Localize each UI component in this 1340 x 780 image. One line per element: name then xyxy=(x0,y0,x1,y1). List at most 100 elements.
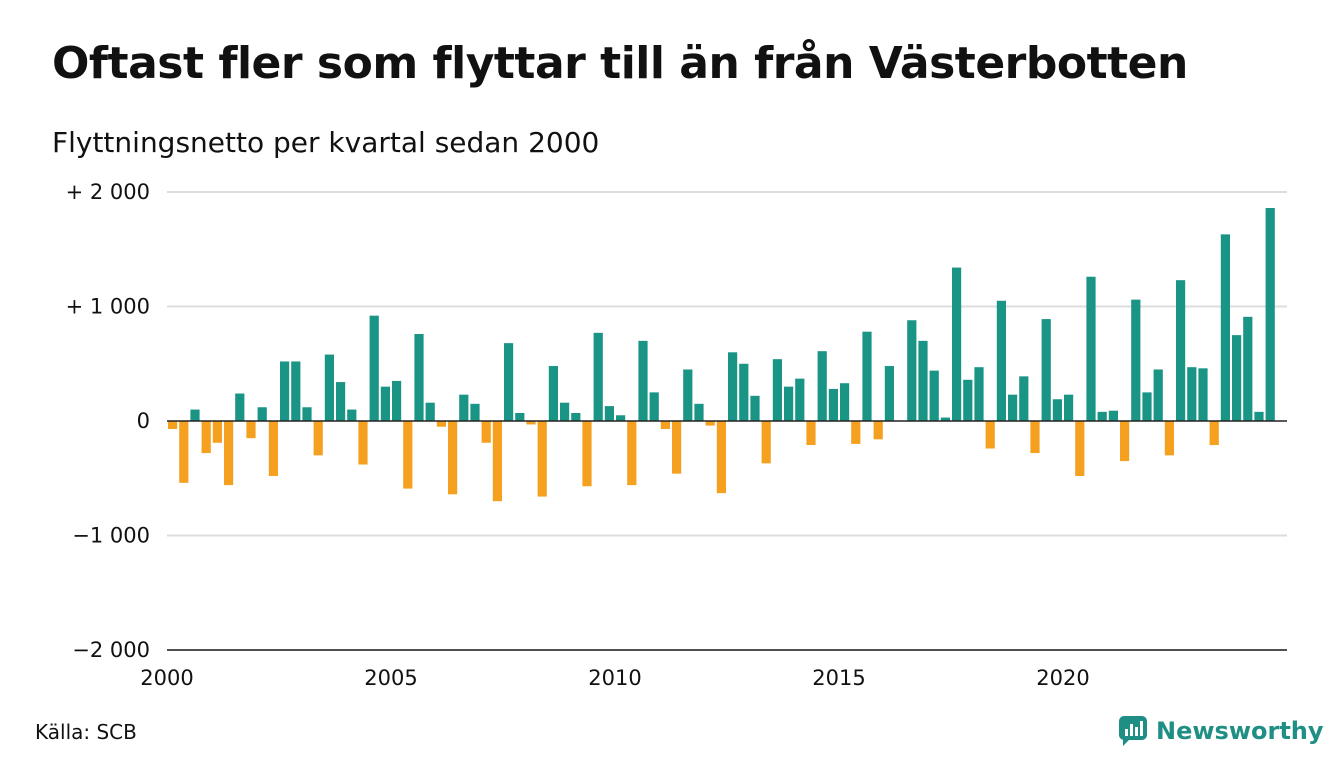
bar xyxy=(403,421,413,489)
chart-title: Oftast fler som flyttar till än från Väs… xyxy=(52,38,1188,89)
bar xyxy=(1131,299,1141,421)
bar xyxy=(560,402,570,421)
bar xyxy=(1164,421,1174,456)
bar xyxy=(470,403,480,421)
bar xyxy=(392,380,402,421)
bar xyxy=(224,421,234,486)
x-tick-label: 2015 xyxy=(812,666,865,690)
bar xyxy=(660,421,670,430)
bar xyxy=(593,332,603,421)
bar xyxy=(873,421,883,440)
bar xyxy=(358,421,368,465)
bar xyxy=(1265,208,1275,421)
bar xyxy=(1108,410,1118,421)
bar xyxy=(862,331,872,421)
bar xyxy=(246,421,256,439)
bar xyxy=(582,421,592,487)
bar xyxy=(369,315,379,421)
bar xyxy=(638,340,648,421)
bar xyxy=(481,421,491,443)
x-tick-label: 2005 xyxy=(364,666,417,690)
bar xyxy=(1198,368,1208,421)
bar-chart: + 2 000 + 1 000 0 −1 000 −2 000 2000 2005 2010 2… xyxy=(66,180,1287,690)
bar xyxy=(1120,421,1130,462)
bar xyxy=(672,421,682,474)
bar xyxy=(604,406,614,421)
bars xyxy=(168,208,1275,502)
bar xyxy=(750,395,760,421)
bar xyxy=(1232,335,1242,422)
bar xyxy=(201,421,211,454)
bar xyxy=(492,421,502,502)
bar xyxy=(526,421,536,425)
bar xyxy=(694,403,704,421)
source-note: Källa: SCB xyxy=(35,720,137,744)
bar xyxy=(425,402,435,421)
bar xyxy=(436,421,446,427)
bar xyxy=(1030,421,1040,454)
bar xyxy=(884,366,894,421)
bar xyxy=(1019,376,1029,421)
bar xyxy=(1097,411,1107,421)
brand-logo: Newsworthy xyxy=(1118,714,1324,748)
chart-subtitle: Flyttningsnetto per kvartal sedan 2000 xyxy=(52,126,600,159)
x-tick-label: 2010 xyxy=(588,666,641,690)
bar xyxy=(683,369,693,421)
bar xyxy=(840,383,850,421)
bar xyxy=(515,412,525,421)
bar xyxy=(1008,394,1018,421)
bar xyxy=(504,343,514,421)
bar xyxy=(268,421,278,476)
bar xyxy=(1176,280,1186,421)
bar xyxy=(728,352,738,421)
bar xyxy=(571,412,581,421)
bar xyxy=(235,393,245,421)
x-tick-label: 2000 xyxy=(140,666,193,690)
bar xyxy=(705,421,715,426)
bar xyxy=(347,409,357,421)
bar xyxy=(907,320,917,421)
bar xyxy=(257,407,267,421)
bar xyxy=(291,361,301,421)
bar xyxy=(739,363,749,421)
bar xyxy=(952,267,962,421)
bar xyxy=(1187,367,1197,421)
bar xyxy=(1052,399,1062,421)
y-tick-label: 0 xyxy=(137,409,150,433)
bar xyxy=(313,421,323,456)
bar xyxy=(772,359,782,421)
newsworthy-logo-icon xyxy=(1119,716,1147,746)
bar xyxy=(179,421,189,483)
bar xyxy=(459,394,469,421)
bar xyxy=(817,351,827,421)
y-tick-label: −2 000 xyxy=(72,638,150,662)
bar xyxy=(280,361,290,421)
y-tick-label: + 2 000 xyxy=(66,180,150,204)
bar xyxy=(1064,394,1074,421)
bar xyxy=(918,340,928,421)
bar xyxy=(806,421,816,446)
bar xyxy=(537,421,547,497)
y-tick-label: + 1 000 xyxy=(66,295,150,319)
bar xyxy=(1220,234,1230,421)
bar xyxy=(212,421,222,443)
brand-name: Newsworthy xyxy=(1156,717,1324,745)
bar xyxy=(627,421,637,486)
bar xyxy=(784,386,794,421)
bar xyxy=(940,417,950,421)
bar xyxy=(996,300,1006,421)
bar xyxy=(1086,276,1096,421)
bar xyxy=(974,367,984,421)
bar xyxy=(190,409,200,421)
bar xyxy=(168,421,178,430)
bar xyxy=(548,366,558,421)
bar xyxy=(302,407,312,421)
bar xyxy=(851,421,861,444)
bar xyxy=(414,333,424,421)
bar xyxy=(616,415,626,421)
bar xyxy=(1209,421,1219,446)
y-tick-label: −1 000 xyxy=(72,524,150,548)
bar xyxy=(324,354,334,421)
bar xyxy=(985,421,995,449)
bar xyxy=(1243,316,1253,421)
